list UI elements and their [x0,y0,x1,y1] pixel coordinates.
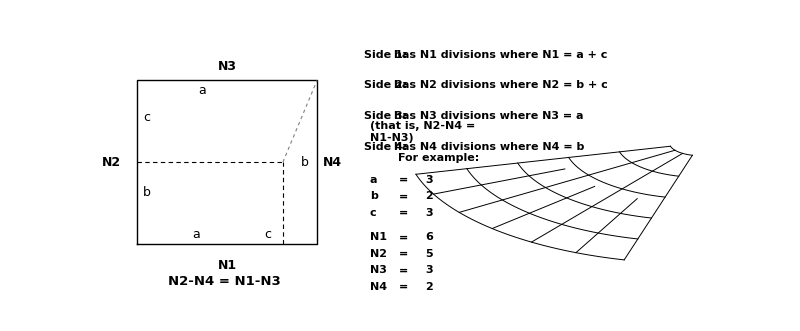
Text: =: = [399,265,409,275]
Text: Side 2:: Side 2: [363,80,406,90]
Text: has N4 divisions where N4 = b: has N4 divisions where N4 = b [394,142,585,152]
Text: 3: 3 [426,208,433,218]
Text: N4: N4 [370,282,387,292]
Text: N2: N2 [102,156,121,168]
Text: For example:: For example: [398,153,479,163]
Text: Side 1:: Side 1: [363,50,406,60]
Text: has N1 divisions where N1 = a + c: has N1 divisions where N1 = a + c [394,50,608,60]
Text: Side 4:: Side 4: [363,142,407,152]
Text: b: b [301,156,309,168]
Text: =: = [399,282,409,292]
Text: N4: N4 [323,156,342,168]
Text: =: = [399,208,409,218]
Text: a: a [198,84,206,97]
Text: Side 3:: Side 3: [363,111,406,121]
Text: c: c [143,111,150,124]
Text: 3: 3 [426,175,433,185]
Text: 5: 5 [426,249,433,259]
Text: 2: 2 [426,282,434,292]
Text: =: = [399,191,409,202]
Text: N1: N1 [370,232,386,242]
Text: a: a [370,175,378,185]
Text: N3: N3 [218,60,237,73]
Text: N3: N3 [370,265,386,275]
Text: has N2 divisions where N2 = b + c: has N2 divisions where N2 = b + c [394,80,608,90]
Text: has N3 divisions where N3 = a: has N3 divisions where N3 = a [394,111,584,121]
Text: c: c [264,228,271,241]
Text: N2-N4 = N1-N3: N2-N4 = N1-N3 [168,275,281,288]
Text: c: c [370,208,376,218]
Text: 2: 2 [426,191,434,202]
Text: =: = [399,175,409,185]
Text: b: b [370,191,378,202]
Text: 6: 6 [426,232,434,242]
Text: a: a [192,228,200,241]
Text: b: b [142,186,150,199]
Text: =: = [399,232,409,242]
Text: N1: N1 [218,259,237,272]
Text: (that is, N2-N4 =
N1-N3): (that is, N2-N4 = N1-N3) [370,121,475,143]
Text: 3: 3 [426,265,433,275]
Text: =: = [399,249,409,259]
Text: N2: N2 [370,249,386,259]
